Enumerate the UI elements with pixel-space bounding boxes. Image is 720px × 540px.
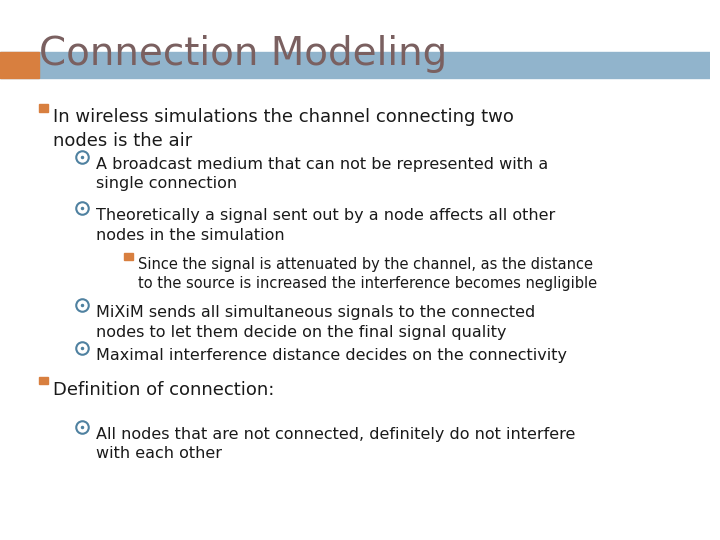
Text: Maximal interference distance decides on the connectivity: Maximal interference distance decides on…: [96, 348, 567, 363]
Text: All nodes that are not connected, definitely do not interfere
with each other: All nodes that are not connected, defini…: [96, 427, 575, 461]
Text: Definition of connection:: Definition of connection:: [53, 381, 274, 399]
Text: In wireless simulations the channel connecting two
nodes is the air: In wireless simulations the channel conn…: [53, 108, 514, 150]
Text: Connection Modeling: Connection Modeling: [39, 35, 447, 73]
Bar: [0, 52, 710, 78]
Text: Since the signal is attenuated by the channel, as the distance
to the source is : Since the signal is attenuated by the ch…: [138, 256, 598, 291]
Bar: [0, 52, 39, 78]
Bar: [39, 377, 48, 384]
Text: MiXiM sends all simultaneous signals to the connected
nodes to let them decide o: MiXiM sends all simultaneous signals to …: [96, 305, 535, 340]
Text: Theoretically a signal sent out by a node affects all other
nodes in the simulat: Theoretically a signal sent out by a nod…: [96, 208, 555, 242]
Bar: [39, 104, 48, 111]
Text: A broadcast medium that can not be represented with a
single connection: A broadcast medium that can not be repre…: [96, 157, 548, 191]
Bar: [125, 253, 132, 260]
